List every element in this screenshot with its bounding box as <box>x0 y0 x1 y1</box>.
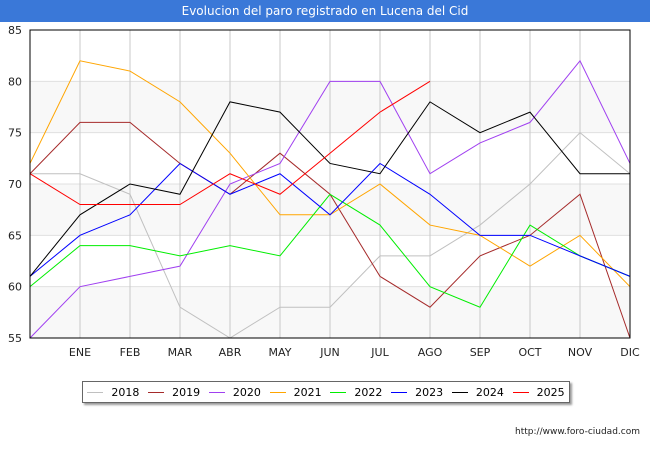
legend-label: 2018 <box>111 385 140 399</box>
legend-item-2025: 2025 <box>512 385 565 399</box>
legend-swatch <box>87 391 104 393</box>
legend-swatch <box>208 391 225 393</box>
legend-item-2021: 2021 <box>269 385 322 399</box>
legend-item-2024: 2024 <box>451 385 504 399</box>
y-tick-label: 75 <box>8 127 22 140</box>
legend: 2018 2019 2020 2021 2022 2023 2024 2025 <box>82 381 570 403</box>
x-tick-label: ABR <box>219 346 242 359</box>
chart-title: Evolucion del paro registrado en Lucena … <box>0 0 650 22</box>
series-line-2020 <box>29 59 631 339</box>
x-tick-label: JUL <box>370 346 389 359</box>
legend-label: 2021 <box>293 385 322 399</box>
legend-label: 2023 <box>415 385 444 399</box>
y-tick-label: 55 <box>8 332 22 345</box>
legend-item-2018: 2018 <box>87 386 139 399</box>
x-tick-label: ENE <box>69 346 91 359</box>
legend-label: 2022 <box>354 385 383 399</box>
series-line-2025 <box>29 80 431 206</box>
y-tick-label: 60 <box>8 281 22 294</box>
y-tick-label: 80 <box>8 75 22 88</box>
legend-label: 2024 <box>475 385 504 399</box>
series-line-2023 <box>29 162 631 277</box>
legend-label: 2025 <box>536 385 565 399</box>
x-tick-label: MAR <box>168 346 193 359</box>
y-tick-label: 70 <box>8 178 22 191</box>
series-line-2024 <box>29 101 630 277</box>
legend-label: 2019 <box>172 385 201 399</box>
legend-label: 2020 <box>232 385 261 399</box>
legend-swatch <box>148 391 165 393</box>
legend-swatch <box>512 391 529 393</box>
legend-swatch <box>269 391 286 393</box>
legend-swatch <box>330 391 347 393</box>
x-tick-label: DIC <box>620 346 640 359</box>
x-tick-label: FEB <box>120 346 141 359</box>
x-tick-label: MAY <box>269 346 292 359</box>
series-line-2018 <box>30 131 631 339</box>
source-url: http://www.foro-ciudad.com <box>515 427 640 437</box>
legend-item-2020: 2020 <box>208 385 261 399</box>
legend-item-2019: 2019 <box>148 386 200 399</box>
legend-swatch <box>391 391 408 393</box>
legend-swatch <box>451 391 468 393</box>
x-tick-label: NOV <box>568 346 593 359</box>
y-tick-label: 65 <box>8 229 22 242</box>
x-tick-label: OCT <box>518 346 541 359</box>
legend-item-2022: 2022 <box>330 386 382 399</box>
x-tick-label: AGO <box>418 346 443 359</box>
x-tick-label: SEP <box>470 346 491 359</box>
y-tick-label: 85 <box>8 24 22 37</box>
series-line-2022 <box>29 193 631 308</box>
x-tick-label: JUN <box>319 346 340 359</box>
legend-item-2023: 2023 <box>391 386 443 399</box>
plot-border <box>29 29 631 339</box>
